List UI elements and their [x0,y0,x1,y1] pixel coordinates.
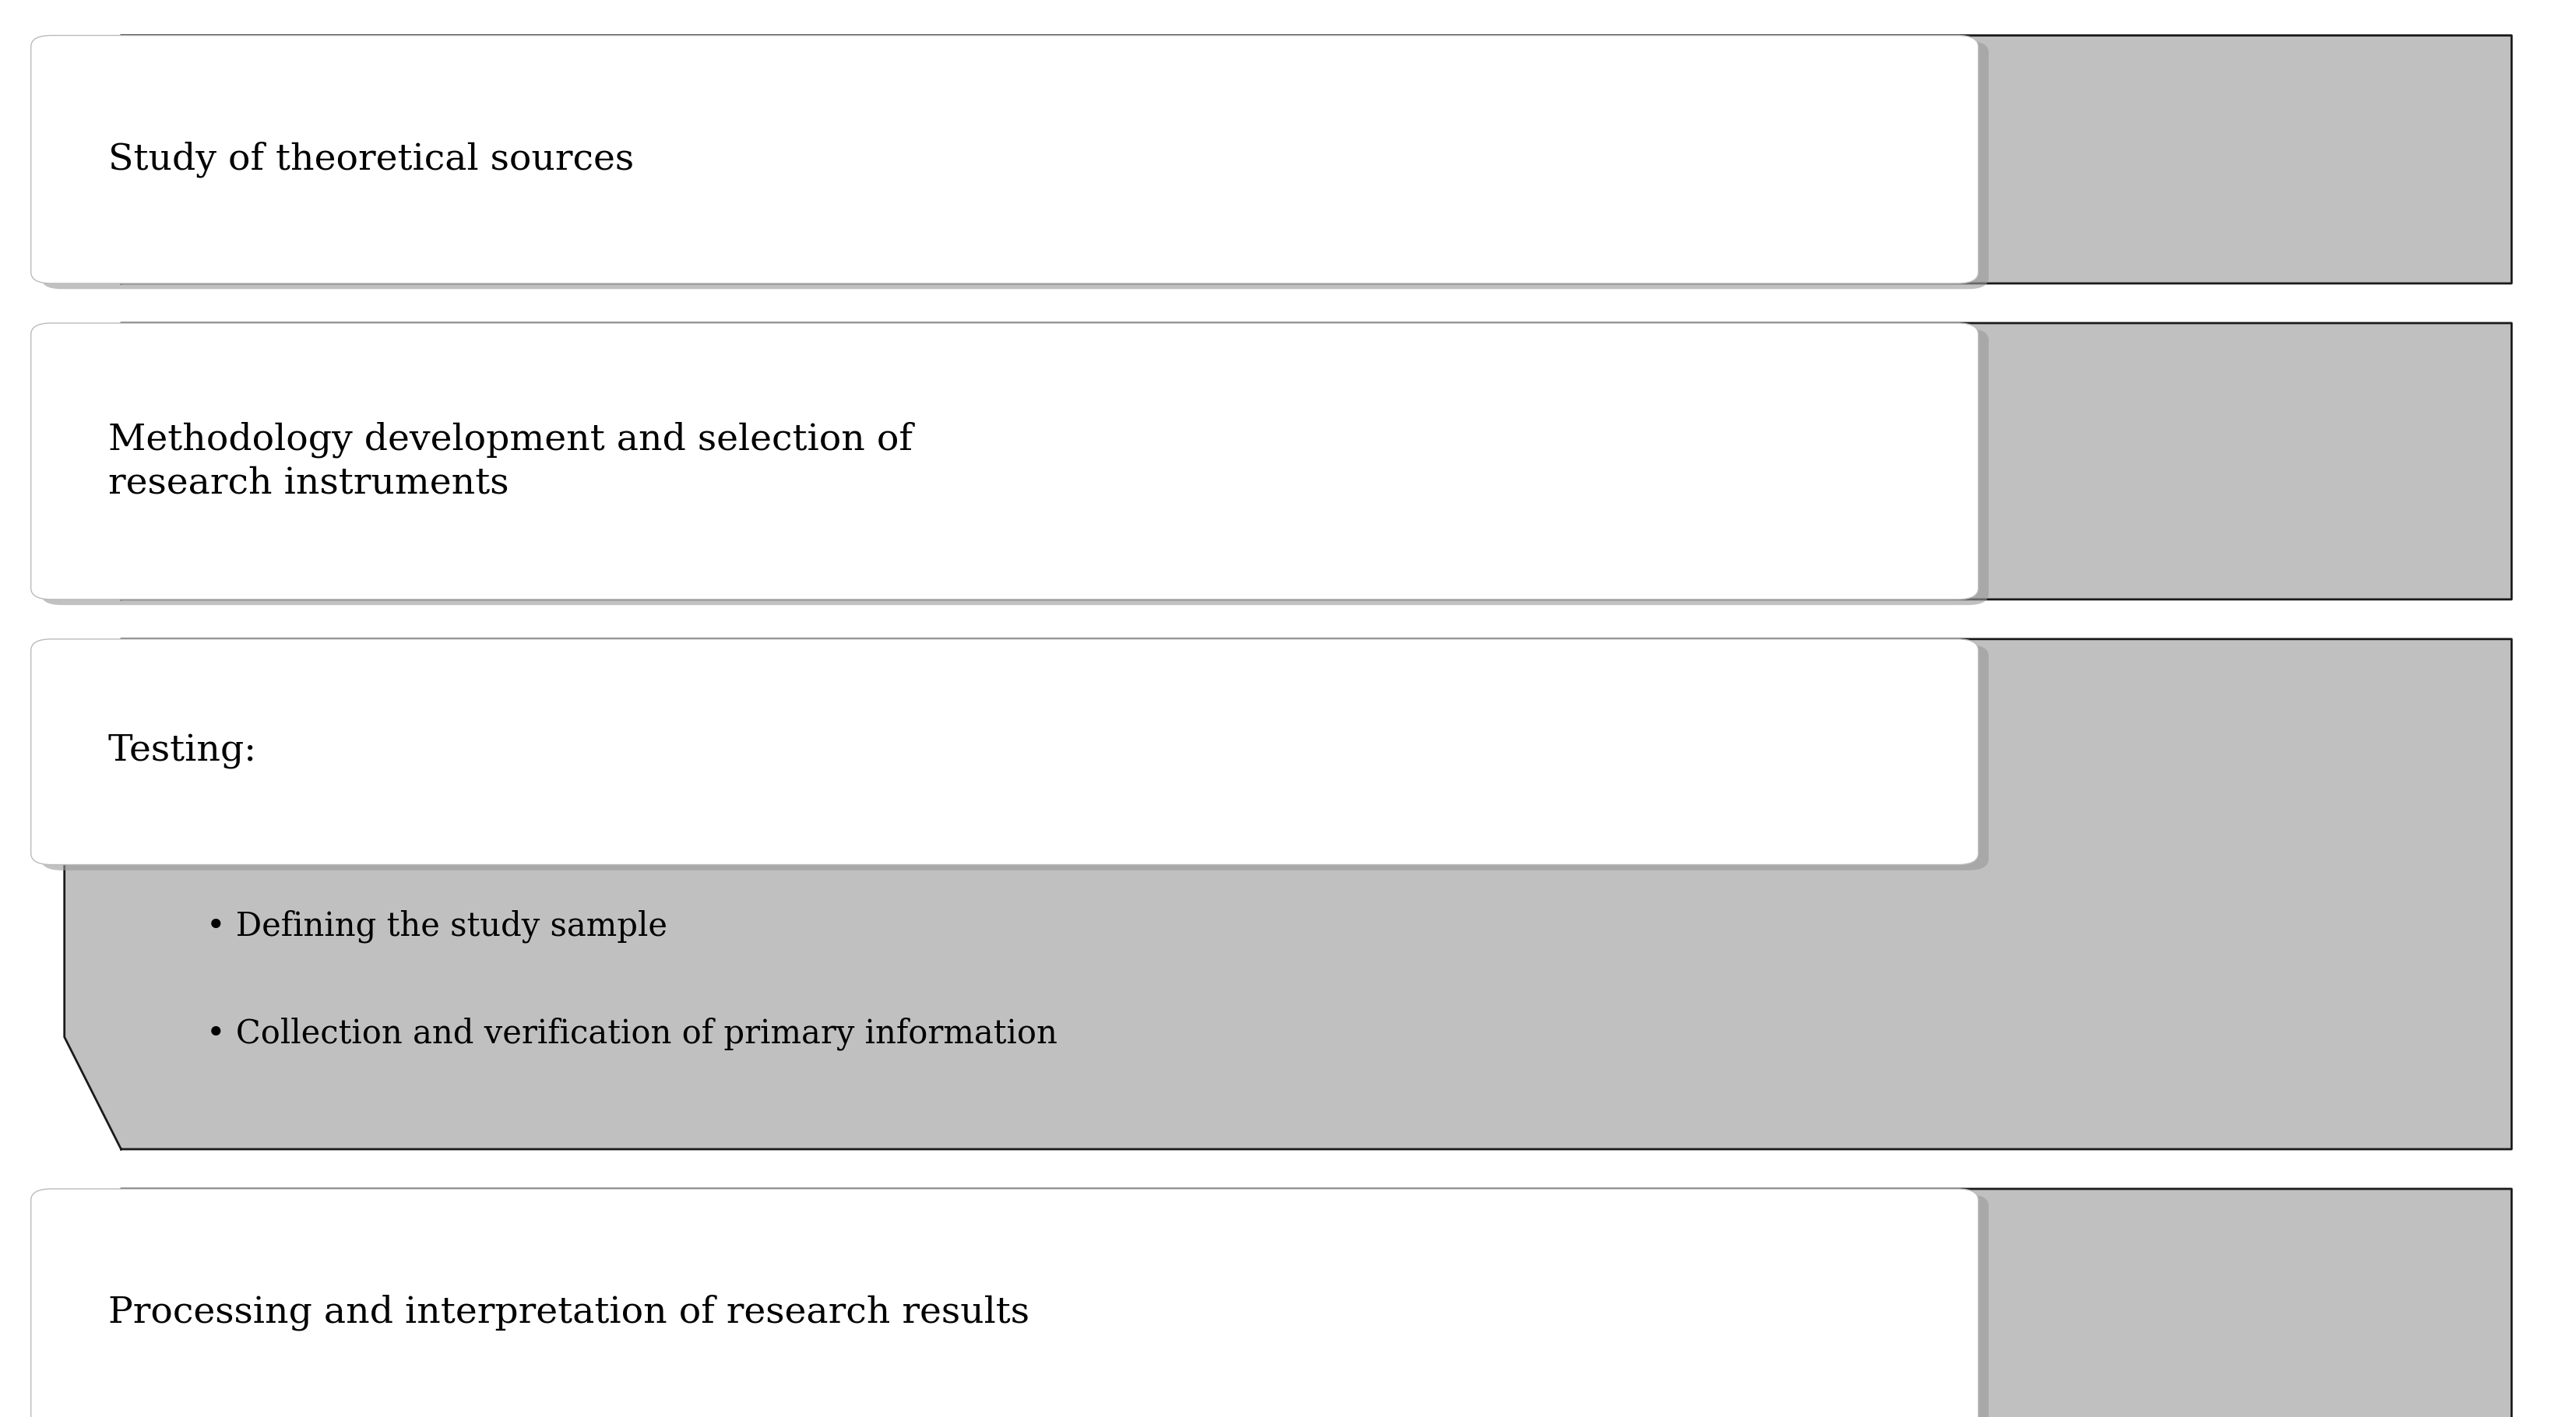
FancyBboxPatch shape [41,645,1989,870]
Polygon shape [64,1189,2512,1417]
Text: Processing and interpretation of research results: Processing and interpretation of researc… [108,1295,1030,1331]
FancyBboxPatch shape [31,639,1978,864]
FancyBboxPatch shape [31,1189,1978,1417]
Text: Methodology development and selection of
research instruments: Methodology development and selection of… [108,421,912,502]
Text: Testing:: Testing: [108,734,258,769]
FancyBboxPatch shape [31,35,1978,283]
FancyBboxPatch shape [41,329,1989,605]
Polygon shape [64,35,2512,283]
Text: • Collection and verification of primary information: • Collection and verification of primary… [206,1017,1056,1050]
FancyBboxPatch shape [41,1195,1989,1417]
Text: Study of theoretical sources: Study of theoretical sources [108,142,634,177]
Polygon shape [64,323,2512,599]
Polygon shape [64,639,2512,1149]
Text: • Defining the study sample: • Defining the study sample [206,910,667,944]
FancyBboxPatch shape [31,323,1978,599]
FancyBboxPatch shape [41,41,1989,289]
